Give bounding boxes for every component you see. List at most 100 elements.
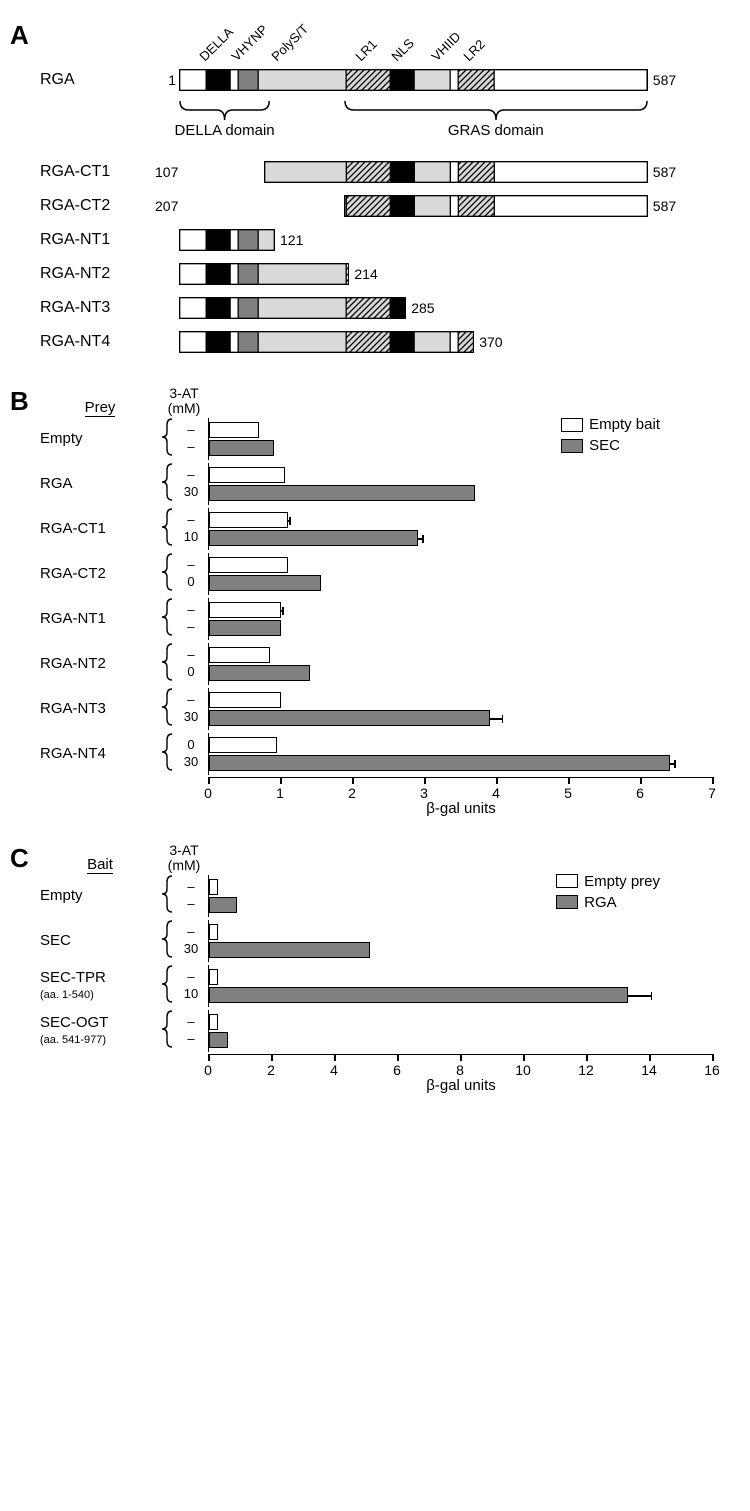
row-label: SEC <box>40 933 160 949</box>
row-bars <box>208 643 720 685</box>
x-axis: 0246810121416β-gal units <box>208 1054 714 1090</box>
construct-end-num: 587 <box>648 72 676 88</box>
bar <box>209 485 475 501</box>
row-3at: –– <box>174 879 208 913</box>
row-label: RGA-CT2 <box>40 566 160 582</box>
chart-row: RGA-NT2 –0 <box>40 642 720 687</box>
domain-header-polys/t: PolyS/T <box>268 21 311 64</box>
construct-rga-nt3: RGA-NT3285 <box>40 294 720 322</box>
chart-row: RGA-NT1 –– <box>40 597 720 642</box>
row-3at: –10 <box>174 512 208 546</box>
row-brace <box>160 597 174 642</box>
row-label: RGA-NT1 <box>40 611 160 627</box>
panel-a-label: A <box>10 20 29 51</box>
tick-label: 0 <box>204 1062 212 1078</box>
domain-header-della: DELLA <box>196 24 236 64</box>
row-bars <box>208 463 720 505</box>
panel-b-label: B <box>10 386 29 417</box>
bar <box>209 897 237 913</box>
row-label: RGA-CT1 <box>40 521 160 537</box>
bar <box>209 647 270 663</box>
domain-header-nls: NLS <box>388 36 416 64</box>
panel-b-chart: Prey3-AT(mM)Empty baitSECEmpty––RGA–30RG… <box>40 386 720 813</box>
construct-name: RGA-CT1 <box>40 163 155 181</box>
row-3at: –– <box>174 422 208 456</box>
tick-label: 10 <box>515 1062 531 1078</box>
row-brace <box>160 874 174 919</box>
chart-row: RGA-NT3 –30 <box>40 687 720 732</box>
row-label: RGA-NT2 <box>40 656 160 672</box>
bar <box>209 512 288 528</box>
chart-row: SEC-OGT(aa. 541-977)–– <box>40 1009 720 1054</box>
construct-end-num: 587 <box>648 198 676 214</box>
row-label: Empty <box>40 431 160 447</box>
row-brace <box>160 552 174 597</box>
row-bars <box>208 598 720 640</box>
bar <box>209 737 277 753</box>
chart-row: RGA-CT1 –10 <box>40 507 720 552</box>
tick-label: 14 <box>641 1062 657 1078</box>
row-label: Empty <box>40 888 160 904</box>
row-3at: 030 <box>174 737 208 771</box>
row-bars <box>208 418 720 460</box>
tick-label: 5 <box>564 785 572 801</box>
bar <box>209 987 628 1003</box>
row-bars <box>208 965 720 1007</box>
constructs-list: RGA1 587 <box>40 66 720 94</box>
construct-rga-ct1: RGA-CT1107587 <box>40 158 720 186</box>
col2-title: 3-AT(mM) <box>160 386 208 417</box>
chart-column-header: Prey3-AT(mM) <box>40 386 720 417</box>
row-3at: –10 <box>174 969 208 1003</box>
construct-rga-nt2: RGA-NT2214 <box>40 260 720 288</box>
chart-row: Empty –– <box>40 874 720 919</box>
axis-title: β-gal units <box>426 1077 496 1094</box>
construct-start-num: 1 <box>155 72 179 88</box>
row-label: RGA-NT3 <box>40 701 160 717</box>
bar <box>209 440 274 456</box>
row-bars <box>208 553 720 595</box>
tick-label: 3 <box>420 785 428 801</box>
panel-b: B Prey3-AT(mM)Empty baitSECEmpty––RGA–30… <box>30 386 720 813</box>
tick-label: 16 <box>704 1062 720 1078</box>
row-label: RGA-NT4 <box>40 746 160 762</box>
chart-column-header: Bait3-AT(mM) <box>40 843 720 874</box>
construct-name: RGA-CT2 <box>40 197 155 215</box>
row-brace <box>160 462 174 507</box>
bar <box>209 422 259 438</box>
tick-label: 12 <box>578 1062 594 1078</box>
axis-title: β-gal units <box>426 800 496 817</box>
row-brace <box>160 507 174 552</box>
bar <box>209 1014 218 1030</box>
row-bars <box>208 875 720 917</box>
constructs-list-rest: RGA-CT1107587RGA-CT2207587RGA-NT1121RGA-… <box>40 158 720 356</box>
row-3at: –30 <box>174 467 208 501</box>
row-bars <box>208 508 720 550</box>
bar <box>209 692 281 708</box>
bar <box>209 942 370 958</box>
row-brace <box>160 1009 174 1054</box>
bar <box>209 665 310 681</box>
construct-name: RGA <box>40 71 155 89</box>
row-label: RGA <box>40 476 160 492</box>
row-3at: –0 <box>174 647 208 681</box>
construct-end-num: 587 <box>648 164 676 180</box>
row-brace <box>160 732 174 777</box>
bar <box>209 969 218 985</box>
brace-label: DELLA domain <box>175 122 275 139</box>
bar <box>209 710 490 726</box>
col1-title: Bait <box>87 856 113 874</box>
row-3at: –30 <box>174 692 208 726</box>
bar <box>209 755 670 771</box>
construct-name: RGA-NT4 <box>40 333 155 351</box>
chart-row: Empty –– <box>40 417 720 462</box>
panel-c-label: C <box>10 843 29 874</box>
domain-header-labels: DELLAVHYNPPolyS/TLR1NLSVHIIDLR2 <box>179 20 720 64</box>
panel-c: C Bait3-AT(mM)Empty preyRGAEmpty––SEC–30… <box>30 843 720 1090</box>
bar <box>209 575 321 591</box>
row-3at: –– <box>174 602 208 636</box>
domain-header-lr1: LR1 <box>352 37 379 64</box>
row-3at: –30 <box>174 924 208 958</box>
panel-a: A DELLAVHYNPPolyS/TLR1NLSVHIIDLR2 RGA158… <box>30 20 720 356</box>
row-brace <box>160 642 174 687</box>
construct-name: RGA-NT2 <box>40 265 155 283</box>
